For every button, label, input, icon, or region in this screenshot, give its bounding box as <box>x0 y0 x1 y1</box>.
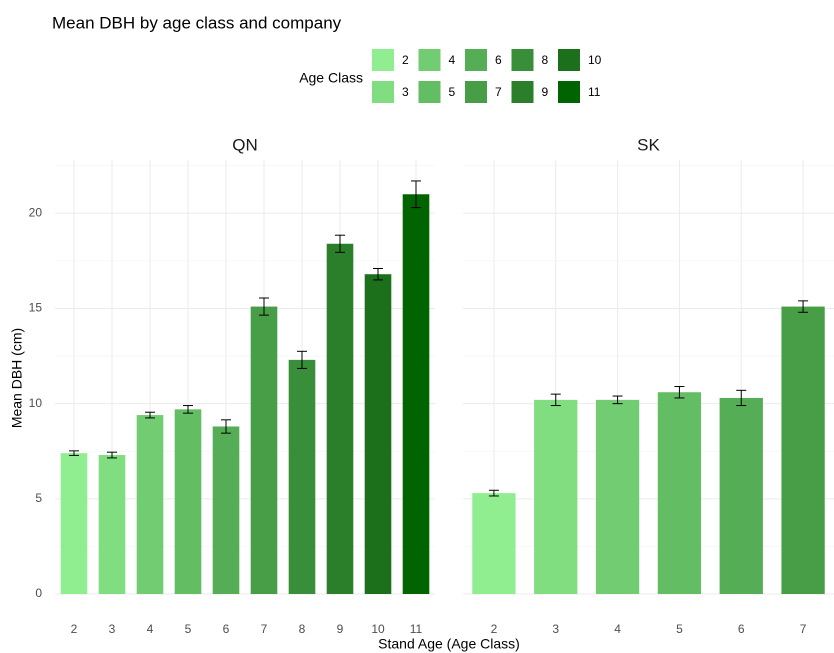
error-bar <box>221 419 231 434</box>
bar <box>781 306 825 594</box>
x-tick-label: 5 <box>185 622 192 636</box>
legend-key <box>465 49 487 71</box>
bar <box>98 455 126 594</box>
legend-label: 7 <box>495 85 502 99</box>
legend-label: 6 <box>495 53 502 67</box>
legend-label: 10 <box>588 53 602 67</box>
x-tick-label: 6 <box>223 622 230 636</box>
bar <box>288 359 316 594</box>
legend-key <box>511 49 534 71</box>
x-tick-label: 6 <box>738 622 745 636</box>
x-tick-label: 10 <box>371 622 385 636</box>
error-bar <box>798 300 809 313</box>
bar <box>719 397 763 594</box>
y-tick-label: 0 <box>35 586 42 600</box>
chart-title: Mean DBH by age class and company <box>52 13 342 32</box>
bar <box>174 409 202 594</box>
error-bar <box>411 180 421 209</box>
bar <box>364 274 392 594</box>
legend-key <box>372 81 394 103</box>
legend-label: 8 <box>542 53 549 67</box>
legend-key <box>418 81 441 103</box>
legend-title: Age Class <box>299 70 363 86</box>
y-tick-label: 15 <box>29 301 43 315</box>
error-bar <box>550 393 561 407</box>
y-tick-label: 20 <box>29 205 43 219</box>
bar <box>326 243 354 594</box>
x-tick-label: 8 <box>299 622 306 636</box>
x-tick-label: 3 <box>109 622 116 636</box>
legend-label: 4 <box>449 53 456 67</box>
x-tick-label: 2 <box>491 622 498 636</box>
x-tick-label: 7 <box>800 622 807 636</box>
y-axis-label: Mean DBH (cm) <box>9 328 25 428</box>
bar <box>534 399 578 594</box>
legend-key <box>511 81 534 103</box>
error-bar <box>736 389 747 407</box>
legend-key <box>558 49 580 71</box>
legend-label: 9 <box>542 85 549 99</box>
bar <box>250 306 278 594</box>
error-bar <box>674 386 685 399</box>
x-tick-label: 11 <box>410 622 423 636</box>
bar <box>60 453 88 594</box>
x-tick-label: 3 <box>552 622 559 636</box>
error-bar <box>259 297 269 316</box>
legend-key <box>558 81 580 103</box>
bar <box>595 399 640 594</box>
facet-title: QN <box>232 135 258 154</box>
x-tick-label: 9 <box>337 622 344 636</box>
bar <box>657 392 702 594</box>
x-tick-label: 7 <box>261 622 268 636</box>
legend-key <box>418 49 441 71</box>
legend-key <box>465 81 487 103</box>
legend-label: 2 <box>402 53 409 67</box>
x-tick-label: 4 <box>614 622 621 636</box>
error-bar <box>183 405 193 414</box>
legend-label: 3 <box>402 85 409 99</box>
bar <box>402 194 430 594</box>
error-bar <box>373 268 383 281</box>
bar <box>136 415 164 594</box>
error-bar <box>488 489 499 497</box>
legend-label: 11 <box>588 85 601 99</box>
legend-key <box>372 49 394 71</box>
error-bar <box>107 451 117 459</box>
error-bar <box>145 411 155 419</box>
y-tick-label: 5 <box>35 491 42 505</box>
x-tick-label: 5 <box>676 622 683 636</box>
bar <box>472 493 516 594</box>
facet-title: SK <box>637 135 660 154</box>
x-tick-label: 2 <box>71 622 78 636</box>
x-axis-label: Stand Age (Age Class) <box>378 636 520 652</box>
bar <box>212 426 240 594</box>
error-bar <box>297 350 307 369</box>
error-bar <box>69 450 79 456</box>
y-tick-label: 10 <box>29 396 43 410</box>
error-bar <box>335 234 345 253</box>
legend-label: 5 <box>449 85 456 99</box>
x-tick-label: 4 <box>147 622 154 636</box>
error-bar <box>612 395 623 405</box>
